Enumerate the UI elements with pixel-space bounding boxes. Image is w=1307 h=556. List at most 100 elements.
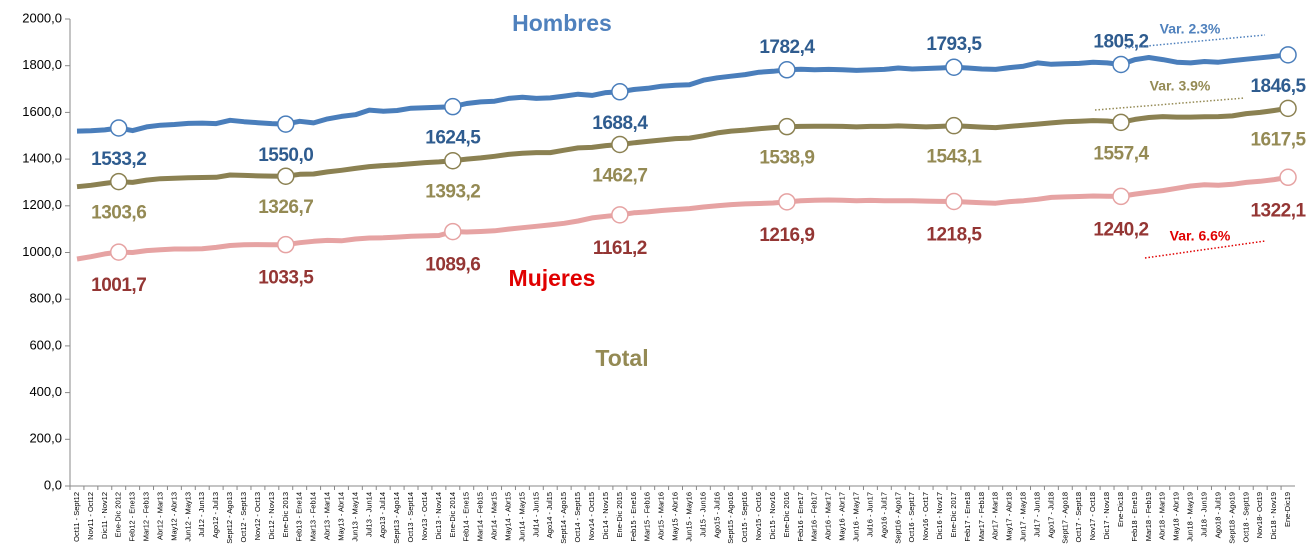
data-label: 1688,4: [592, 113, 648, 134]
data-label: 1033,5: [258, 268, 314, 289]
annotation: Var. 3.9%: [1150, 78, 1211, 94]
x-tick-label: Ene-Dic18: [1116, 492, 1125, 527]
data-label: 1218,5: [926, 224, 982, 245]
data-point: [277, 235, 295, 254]
data-point: [109, 243, 128, 261]
data-point: [945, 116, 963, 135]
x-tick-label: Mar18 - Feb19: [1144, 492, 1153, 541]
x-tick-label: May12 - Abr13: [169, 492, 178, 541]
x-tick-label: Oct18 - Sept19: [1241, 492, 1250, 542]
x-tick-label: Sept16 - Ago17: [893, 492, 902, 544]
data-label: 1793,5: [926, 34, 982, 55]
data-label: 1462,7: [592, 165, 647, 186]
x-tick-label: Ene-Dic19: [1283, 492, 1292, 527]
data-point: [945, 58, 963, 76]
x-tick-label: Dic14 - Nov15: [601, 492, 610, 540]
data-point: [611, 83, 629, 101]
series-name: Hombres: [512, 10, 612, 36]
data-point: [444, 151, 462, 170]
x-tick-label: Feb17 - Ene18: [963, 492, 972, 542]
x-tick-label: Oct13 - Sept14: [406, 492, 415, 542]
x-tick-label: Sept12 - Ago13: [225, 492, 234, 544]
data-label: 1322,1: [1250, 200, 1306, 221]
x-tick-label: Jun15 - May16: [684, 492, 693, 542]
data-label: 1550,0: [258, 145, 313, 166]
x-tick-label: Dic12 - Nov13: [267, 492, 276, 540]
data-point: [109, 119, 128, 137]
x-tick-label: Ago15 - Jul16: [712, 492, 721, 538]
data-label: 1089,6: [425, 255, 480, 276]
data-point: [1279, 168, 1297, 187]
data-point: [277, 167, 295, 185]
data-label: 1161,2: [593, 238, 647, 259]
x-tick-label: Feb12 - Ene13: [128, 492, 137, 542]
y-tick-label: 1000,0: [22, 244, 62, 259]
x-tick-label: Nov11 - Oct12: [86, 492, 95, 540]
x-tick-label: Sept14 - Ago15: [559, 492, 568, 544]
series-name: Mujeres: [509, 265, 596, 291]
data-label: 1805,2: [1093, 32, 1148, 53]
x-tick-label: Sept17 - Ago18: [1060, 492, 1069, 544]
data-label: 1538,9: [759, 148, 814, 169]
x-tick-label: Sept13 - Ago14: [392, 492, 401, 544]
x-tick-label: Nov14 - Oct15: [587, 492, 596, 540]
x-tick-label: Mar12 - Feb13: [142, 492, 151, 541]
x-tick-label: Oct14 - Sept15: [573, 492, 582, 542]
x-tick-label: Jul14 - Jun15: [531, 492, 540, 537]
x-tick-label: Mar16 - Feb17: [810, 492, 819, 541]
x-tick-label: Dic16 - Nov17: [935, 492, 944, 540]
data-label: 1624,5: [425, 128, 481, 149]
data-point: [611, 206, 629, 224]
x-tick-label: May17 - Abr18: [1005, 492, 1014, 541]
x-tick-label: Sept18 - Ago19: [1227, 492, 1236, 544]
y-tick-label: 2000,0: [22, 10, 62, 25]
x-tick-label: Feb16 - Ene17: [796, 492, 805, 542]
x-tick-label: Jun12 - May13: [183, 492, 192, 542]
data-label: 1782,4: [759, 37, 815, 58]
x-tick-label: Feb14 - Ene15: [462, 492, 471, 542]
x-tick-label: Ago18 - Jul19: [1213, 492, 1222, 538]
x-tick-label: Ene-Dic 2014: [448, 492, 457, 537]
annotation-line: [1094, 97, 1246, 111]
data-point: [444, 97, 462, 116]
x-tick-label: Nov16 - Oct17: [921, 492, 930, 540]
x-tick-label: Dic13 - Nov14: [434, 492, 443, 540]
x-tick-label: Dic15 - Nov16: [768, 492, 777, 540]
data-point: [778, 193, 796, 211]
data-point: [1112, 55, 1130, 74]
data-label: 1303,6: [91, 203, 146, 224]
data-point: [1279, 99, 1297, 118]
annotation-line: [1124, 34, 1266, 49]
y-tick-label: 1200,0: [22, 197, 62, 212]
x-tick-label: Ago13 - Jul14: [378, 492, 387, 538]
x-tick-label: Jul17 - Jun18: [1032, 492, 1041, 537]
annotation: Var. 2.3%: [1160, 21, 1221, 37]
x-tick-label: Jul16 - Jun17: [865, 492, 874, 537]
data-point: [1279, 46, 1297, 64]
data-label: 1846,5: [1250, 76, 1306, 97]
data-label: 1216,9: [759, 225, 814, 246]
data-point: [277, 115, 295, 133]
x-tick-label: May13 - Abr14: [336, 492, 345, 541]
x-tick-label: Ene-Dic 2013: [281, 492, 290, 537]
x-tick-label: Jun17 - May18: [1019, 492, 1028, 542]
x-tick-label: Nov17 - Oct18: [1088, 492, 1097, 540]
data-point: [109, 172, 128, 191]
x-tick-label: Nov18- Oct19: [1255, 492, 1264, 538]
x-tick-label: Abr14 - Mar15: [490, 492, 499, 540]
x-tick-label: Ene-Dic 2015: [615, 492, 624, 537]
x-tick-label: Abr12 - Mar13: [155, 492, 164, 540]
x-tick-label: Ago17 - Jul18: [1046, 492, 1055, 538]
x-tick-label: May14 - Abr15: [503, 492, 512, 541]
y-tick-label: 200,0: [29, 431, 62, 446]
x-tick-label: Sept15 - Ago16: [726, 492, 735, 544]
x-tick-label: Dic11 - Nov12: [100, 492, 109, 539]
x-tick-label: Abr18 - Mar19: [1158, 492, 1167, 540]
data-label: 1393,2: [425, 182, 480, 203]
y-tick-label: 1600,0: [22, 104, 62, 119]
data-point: [778, 117, 796, 136]
x-tick-label: Ago12 - Jul13: [211, 492, 220, 538]
x-tick-label: Jun16 - May17: [851, 492, 860, 542]
x-tick-label: Jul13 - Jun14: [364, 492, 373, 537]
